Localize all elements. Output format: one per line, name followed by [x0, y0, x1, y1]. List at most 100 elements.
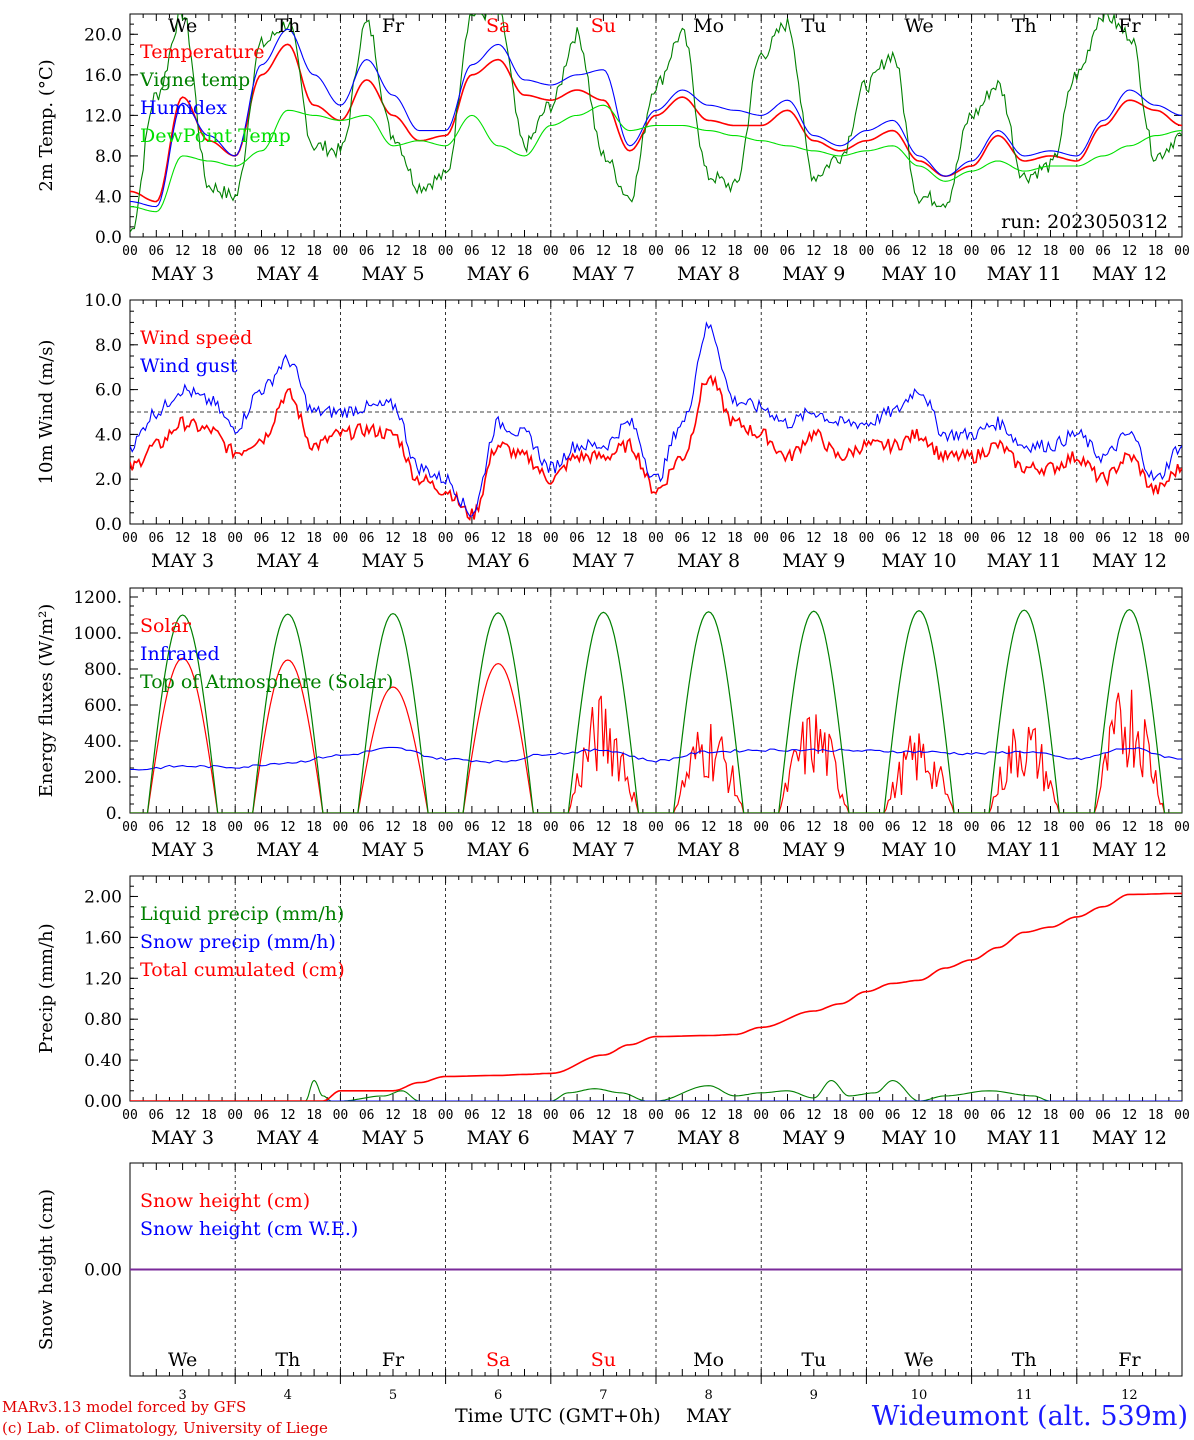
- x-hour-label: 06: [674, 820, 690, 835]
- series-line-wind-gust: [130, 321, 1182, 517]
- x-date-label: MAY 12: [1092, 550, 1167, 572]
- x-hour-label: 18: [201, 531, 217, 546]
- x-hour-label: 18: [517, 531, 533, 546]
- x-hour-label: 00: [648, 244, 664, 259]
- series-line-infrared: [130, 746, 1182, 771]
- panel-snow: 0.00 Snow height (cm) Snow height (cm) Snow…: [36, 1162, 1183, 1377]
- x-hour-label: 00: [964, 820, 980, 835]
- x-hour-label: 18: [727, 820, 743, 835]
- x-hour-label: 18: [411, 531, 427, 546]
- x-hour-label: 12: [911, 820, 927, 835]
- y-tick-label: 20.0: [84, 25, 122, 45]
- x-hour-label: 12: [701, 1108, 717, 1123]
- x-hour-label: 12: [596, 1108, 612, 1123]
- x-hour-label: 06: [569, 820, 585, 835]
- weekday-label-bottom: Su: [591, 1349, 616, 1371]
- x-hour-label: 06: [674, 244, 690, 259]
- x-date-label: MAY 8: [677, 263, 740, 285]
- y-tick-label: 4.0: [95, 187, 122, 207]
- x-hour-label: 12: [911, 531, 927, 546]
- day-number-label: 10: [911, 1388, 928, 1400]
- x-hour-label: 12: [490, 820, 506, 835]
- y-tick-label: 0.0: [95, 515, 122, 535]
- x-hour-label: 06: [990, 820, 1006, 835]
- y-tick-label: 600.: [84, 696, 122, 716]
- day-number-label: 3: [178, 1388, 186, 1400]
- x-date-label: MAY 11: [987, 550, 1062, 572]
- x-hour-label: 00: [122, 531, 138, 546]
- series-group: [130, 608, 1182, 813]
- y-tick-label: 1200.: [73, 588, 122, 608]
- x-hour-label: 12: [1016, 820, 1032, 835]
- x-hour-label: 18: [1148, 531, 1164, 546]
- y-tick-label: 4.0: [95, 425, 122, 445]
- x-hour-label: 12: [280, 531, 296, 546]
- weekday-label: Fr: [382, 15, 405, 37]
- series-line-temperature: [130, 43, 1182, 203]
- day-number-label: 8: [704, 1388, 712, 1400]
- x-hour-label: 06: [990, 244, 1006, 259]
- x-hour-label: 00: [859, 1108, 875, 1123]
- x-hour-label: 06: [780, 531, 796, 546]
- x-hour-label: 06: [780, 1108, 796, 1123]
- x-hour-label: 06: [359, 531, 375, 546]
- y-tick-label: 200.: [84, 768, 122, 788]
- x-hour-label: 06: [464, 531, 480, 546]
- x-hour-label: 18: [1148, 820, 1164, 835]
- x-date-label: MAY 9: [782, 263, 845, 285]
- weekday-label: We: [904, 15, 933, 37]
- x-hour-label: 06: [464, 1108, 480, 1123]
- x-hour-label: 12: [385, 820, 401, 835]
- series-group: [130, 892, 1182, 1101]
- y-axis-label: Energy fluxes (W/m²): [36, 604, 57, 798]
- copyright-credit: (c) Lab. of Climatology, University of L…: [2, 1419, 328, 1437]
- x-hour-label: 18: [1043, 531, 1059, 546]
- x-hour-label: 06: [569, 531, 585, 546]
- x-date-label: MAY 7: [572, 263, 635, 285]
- x-hour-label: 18: [1043, 1108, 1059, 1123]
- x-hour-label: 06: [464, 244, 480, 259]
- x-date-label: MAY 5: [361, 550, 424, 572]
- x-hour-label: 06: [359, 820, 375, 835]
- x-date-label: MAY 3: [151, 263, 214, 285]
- x-hour-label: 12: [385, 244, 401, 259]
- x-date-label: MAY 10: [881, 550, 956, 572]
- y-tick-label: 0.00: [84, 1261, 122, 1281]
- day-number-label: 5: [389, 1388, 397, 1400]
- panel-temperature: 0.0 4.0 8.0 12.0 16.0 20.0 2m Temp. (°C) 00 06 12…: [36, 13, 1190, 285]
- y-axis-label: Precip (mm/h): [36, 923, 57, 1053]
- x-hour-label: 12: [1122, 820, 1138, 835]
- x-hour-label: 18: [1043, 820, 1059, 835]
- y-tick-label: 2.00: [84, 887, 122, 907]
- x-hour-label: 00: [227, 820, 243, 835]
- series-line-wind-speed: [130, 374, 1182, 522]
- x-date-label: MAY 5: [361, 1127, 424, 1149]
- x-hour-label: 12: [175, 1108, 191, 1123]
- x-hour-label: 00: [227, 1108, 243, 1123]
- x-hour-label: 00: [122, 820, 138, 835]
- x-hour-label: 00: [648, 531, 664, 546]
- y-tick-label: 0.: [106, 804, 122, 824]
- weekday-label: Th: [1012, 15, 1037, 37]
- x-hour-label: 06: [569, 244, 585, 259]
- weekday-label-bottom: Mo: [693, 1349, 724, 1371]
- x-hour-label: 00: [438, 1108, 454, 1123]
- x-date-label: MAY 11: [987, 263, 1062, 285]
- x-hour-label: 06: [1095, 820, 1111, 835]
- x-date-label: MAY 5: [361, 839, 424, 861]
- x-date-label: MAY 10: [881, 263, 956, 285]
- x-hour-label: 06: [674, 1108, 690, 1123]
- x-hour-label: 00: [333, 244, 349, 259]
- x-date-label: MAY 11: [987, 1127, 1062, 1149]
- x-hour-label: 00: [964, 244, 980, 259]
- x-hour-label: 12: [1016, 1108, 1032, 1123]
- x-hour-label: 00: [1069, 244, 1085, 259]
- y-tick-label: 0.0: [95, 228, 122, 248]
- x-hour-label: 12: [806, 1108, 822, 1123]
- x-date-label: MAY 3: [151, 1127, 214, 1149]
- x-hour-label: 00: [753, 820, 769, 835]
- y-tick-label: 0.00: [84, 1092, 122, 1112]
- x-date-label: MAY 8: [677, 550, 740, 572]
- x-date-label: MAY 7: [572, 839, 635, 861]
- day-number-label: 9: [810, 1388, 818, 1400]
